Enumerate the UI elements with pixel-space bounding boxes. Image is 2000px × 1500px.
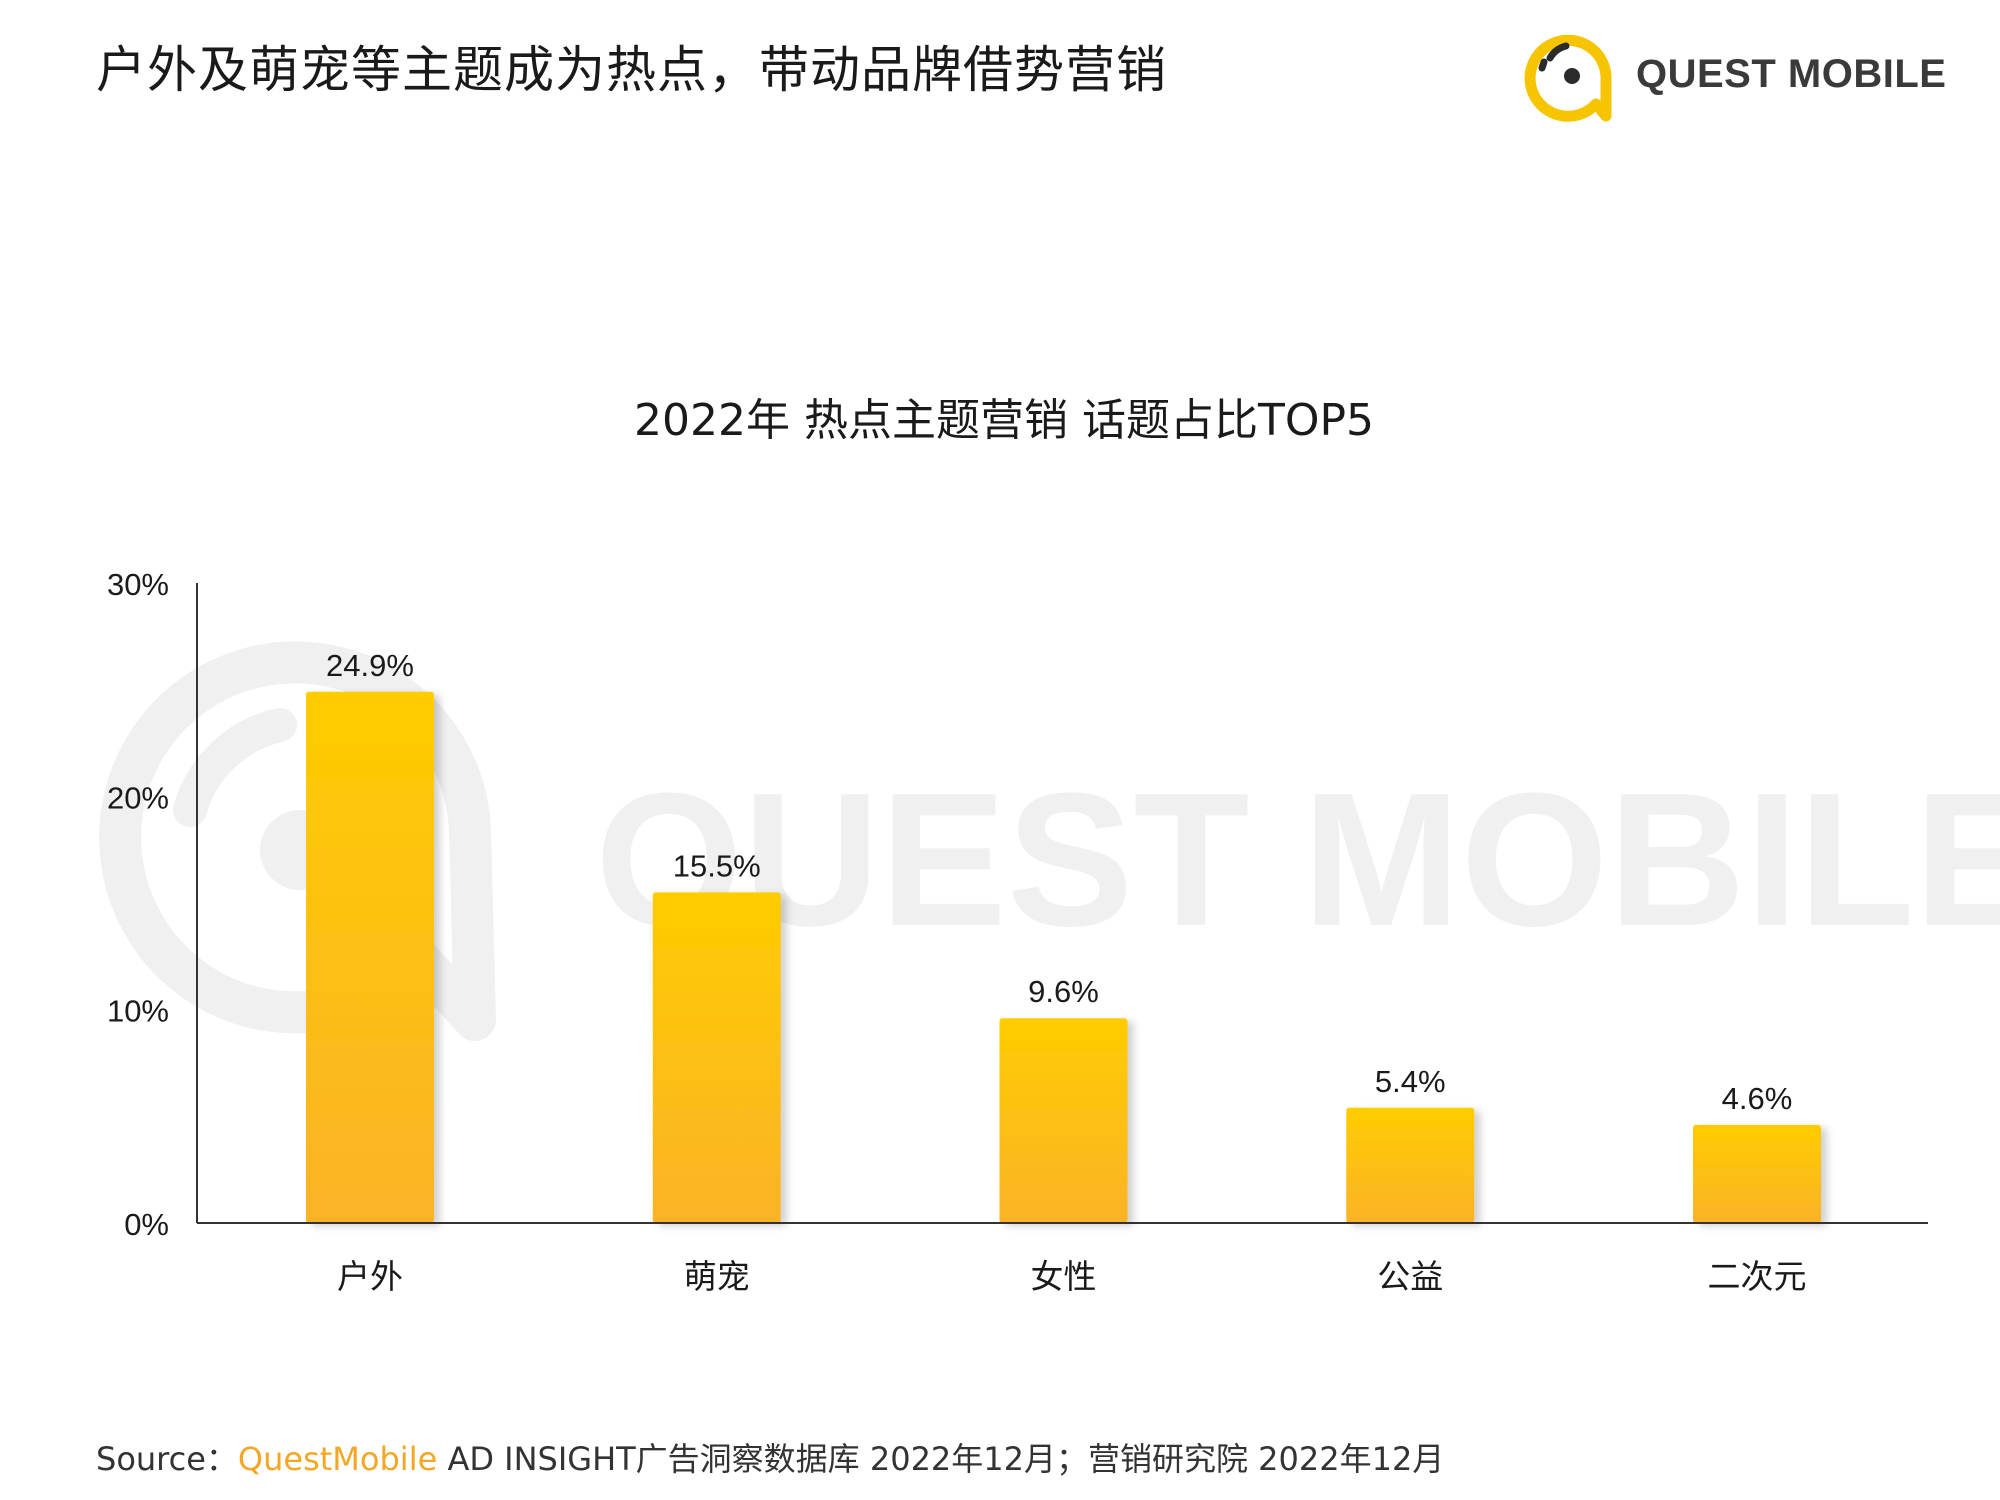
data-label: 9.6% (1028, 974, 1099, 1009)
y-tick-label: 10% (107, 994, 169, 1029)
x-tick-label: 女性 (1031, 1257, 1097, 1296)
bar-5 (1693, 1124, 1821, 1223)
data-label: 5.4% (1375, 1064, 1446, 1099)
watermark-text: QUEST MOBILE (595, 754, 2000, 966)
source-text: AD INSIGHT广告洞察数据库 2022年12月；营销研究院 2022年12… (437, 1440, 1445, 1478)
questmobile-logo: QUEST MOBILE (1522, 24, 1946, 124)
source-note: Source：QuestMobile AD INSIGHT广告洞察数据库 202… (96, 1434, 1444, 1480)
data-label: 24.9% (326, 648, 414, 683)
x-tick-label: 萌宠 (684, 1257, 750, 1296)
x-axis: 户外 萌宠 女性 公益 二次元 (197, 1222, 1928, 1296)
bars: 24.9% 15.5% 9.6% 5.4% 4.6% (306, 648, 1821, 1223)
x-tick-label: 公益 (1377, 1257, 1443, 1296)
page-title: 户外及萌宠等主题成为热点，带动品牌借势营销 (96, 41, 1167, 99)
bar-3 (999, 1018, 1128, 1223)
source-label: Source： (96, 1440, 238, 1478)
data-label: 4.6% (1722, 1081, 1793, 1116)
source-brand: QuestMobile (237, 1440, 438, 1478)
bar-2 (652, 892, 781, 1223)
data-label: 15.5% (673, 848, 761, 883)
y-tick-label: 0% (124, 1207, 169, 1242)
questmobile-logo-icon (1524, 34, 1612, 122)
x-tick-label: 二次元 (1708, 1257, 1807, 1296)
y-tick-label: 30% (107, 567, 169, 602)
y-axis: 0% 10% 20% 30% (107, 567, 198, 1242)
bar-1 (306, 691, 434, 1223)
logo-text: QUEST MOBILE (1636, 51, 1947, 96)
chart-title: 2022年 热点主题营销 话题占比TOP5 (634, 395, 1374, 446)
bar-4 (1346, 1107, 1475, 1223)
y-tick-label: 20% (107, 780, 169, 815)
watermark: QUEST MOBILE (99, 641, 2000, 1041)
x-tick-label: 户外 (337, 1257, 403, 1296)
